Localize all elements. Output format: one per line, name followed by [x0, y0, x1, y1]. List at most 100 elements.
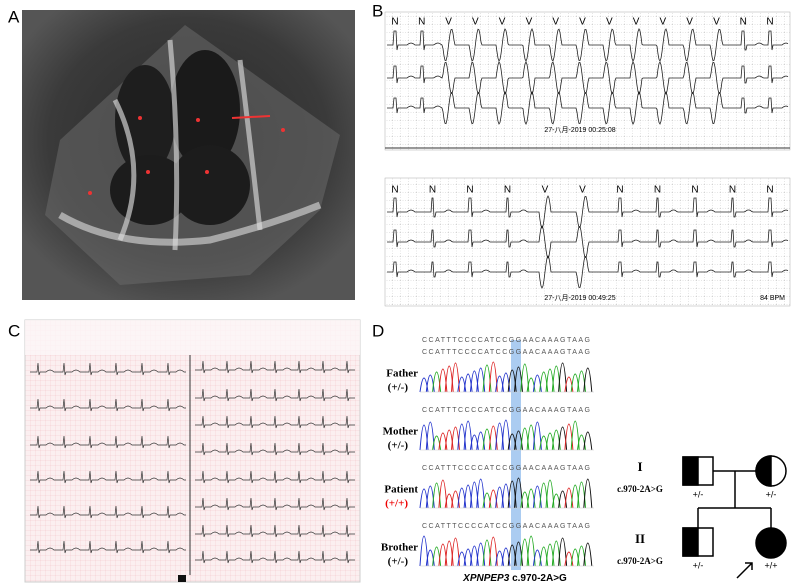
beat-label: N — [766, 17, 773, 28]
beat-label: N — [691, 185, 698, 196]
peak — [463, 420, 473, 451]
genotype: (+/+) — [385, 498, 408, 510]
peak — [514, 477, 523, 509]
timestamp: 27-八月-2019 00:49:25 — [544, 294, 615, 302]
beat-label: V — [633, 17, 640, 28]
peak — [526, 535, 536, 567]
proband-arrow — [736, 562, 753, 579]
genotype: +/- — [693, 489, 704, 499]
ecg-12-lead — [24, 319, 361, 583]
peak — [564, 376, 574, 393]
peak — [558, 362, 568, 393]
ecg-trace — [30, 435, 186, 449]
peak — [583, 478, 593, 509]
arrow — [231, 115, 271, 119]
beat-label: N — [654, 185, 661, 196]
peak — [564, 551, 574, 567]
panel-label: D — [372, 321, 384, 340]
panel-a — [22, 10, 355, 300]
beat-label: N — [429, 185, 436, 196]
peak — [425, 549, 435, 567]
pedigree — [682, 455, 787, 579]
beat-label: V — [552, 17, 559, 28]
beat-label: V — [686, 17, 693, 28]
peak — [583, 431, 593, 451]
generation-label: I — [637, 459, 642, 474]
sample-name: Patient — [384, 484, 418, 496]
beat-label: N — [391, 17, 398, 28]
beat-label: N — [391, 185, 398, 196]
marker — [178, 575, 186, 582]
ecg-trace — [30, 470, 186, 484]
peak — [495, 550, 505, 567]
carrier-fill — [682, 527, 699, 557]
peak — [526, 377, 536, 393]
genotype: +/- — [766, 489, 777, 499]
gene: XPNPEP3 — [462, 573, 510, 584]
beat-label: N — [740, 17, 747, 28]
sequence: CCATTTCCCCATCCGGAACAAAGTAAG — [422, 523, 590, 530]
beat-label: V — [606, 17, 613, 28]
peak — [570, 420, 580, 451]
peak — [438, 432, 448, 451]
peak — [457, 376, 467, 393]
beat-label: N — [729, 185, 736, 196]
beat-label: V — [526, 17, 533, 28]
peak — [507, 433, 517, 451]
beat-label: V — [579, 17, 586, 28]
peak — [419, 377, 429, 393]
ecg-trace — [195, 360, 355, 374]
genotype: (+/-) — [388, 440, 409, 452]
sequence: CCATTTCCCCATCCGGAACAAAGTAAG — [422, 465, 590, 472]
peak — [495, 375, 505, 393]
peak — [532, 421, 542, 451]
ecg-trace — [30, 540, 186, 554]
genotype: (+/-) — [388, 382, 409, 394]
variant-highlight — [511, 340, 521, 570]
ecg-trace — [387, 195, 789, 229]
peak — [438, 479, 448, 509]
beat-label: N — [766, 185, 773, 196]
ecg-trace — [195, 550, 355, 564]
peak — [451, 490, 460, 509]
peak — [545, 479, 555, 509]
ecg-trace — [195, 442, 355, 456]
variant: c.970-2A>G — [617, 556, 663, 566]
beat-label: V — [445, 17, 452, 28]
peak — [419, 535, 429, 567]
tissue — [112, 39, 263, 251]
peak — [476, 478, 486, 509]
ecg-trace — [30, 362, 186, 376]
sequence: CCATTTCCCCATCCGGAACAAAGTAAG — [422, 349, 590, 356]
chamber — [170, 145, 250, 225]
peak — [451, 537, 460, 567]
peak — [482, 492, 492, 509]
beat-label: V — [660, 17, 667, 28]
peak — [425, 421, 435, 451]
genotype: +/+ — [764, 560, 777, 570]
beat-label: V — [542, 185, 549, 196]
caption: XPNPEP3 c.970-2A>G — [462, 573, 567, 584]
peak — [451, 362, 460, 393]
sample-name: Mother — [383, 426, 419, 438]
ecg-trace — [387, 28, 789, 62]
beat-label: N — [504, 185, 511, 196]
peak — [501, 419, 511, 451]
patient-symbol — [755, 527, 787, 559]
ecg-trace — [195, 470, 355, 484]
ecg-trace — [387, 225, 789, 259]
generation-label: II — [635, 531, 645, 546]
peak — [577, 434, 586, 451]
peak — [545, 432, 555, 451]
peak — [520, 363, 530, 393]
ecg-trace — [30, 398, 186, 412]
peak — [558, 537, 568, 567]
ecg-trace — [195, 497, 355, 511]
carrier-fill — [682, 456, 699, 486]
sample-name: Father — [386, 368, 418, 380]
peak — [570, 548, 580, 567]
beat-label: N — [616, 185, 623, 196]
beat-label: V — [472, 17, 479, 28]
peak — [463, 548, 473, 567]
genotype: +/- — [693, 560, 704, 570]
